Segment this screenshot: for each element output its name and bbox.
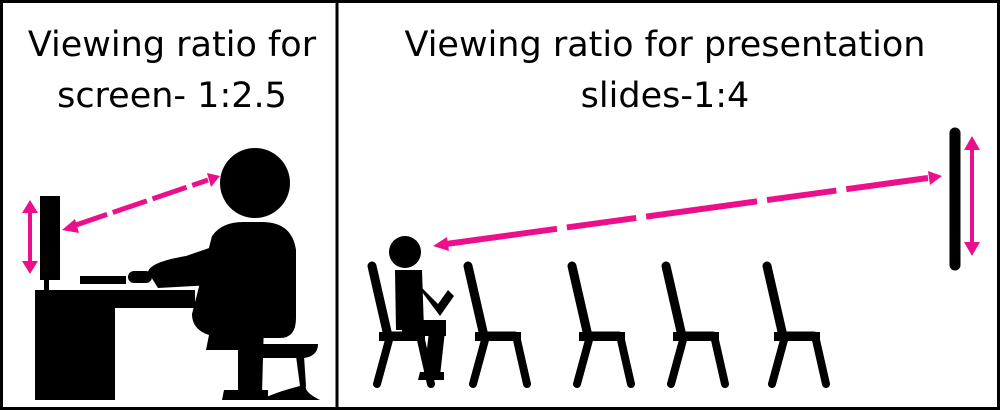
desk-drawers [35,290,115,400]
right-panel-title: Viewing ratio for presentation slides-1:… [345,20,985,122]
head-icon [220,148,290,218]
left-title-line-1: Viewing ratio for [27,25,317,65]
chair-icon [767,266,826,384]
chair-icon [468,266,527,384]
keyboard [80,276,126,284]
seated-person-icon [389,236,454,380]
monitor-icon [40,196,60,290]
slide-height-arrow [964,136,980,256]
person-at-desk-icon [35,148,320,400]
screen-height-arrow [22,200,38,274]
mouse [128,271,152,283]
left-title-line-2: screen- 1:2.5 [57,76,287,116]
screen-distance-arrow [62,173,220,233]
left-panel-title: Viewing ratio for screen- 1:2.5 [14,20,330,122]
right-title-line-2: slides-1:4 [580,76,750,116]
chair-icon [666,266,725,384]
chair-icon [572,266,631,384]
slide-distance-arrow [433,171,942,251]
right-title-line-1: Viewing ratio for presentation [404,25,926,65]
